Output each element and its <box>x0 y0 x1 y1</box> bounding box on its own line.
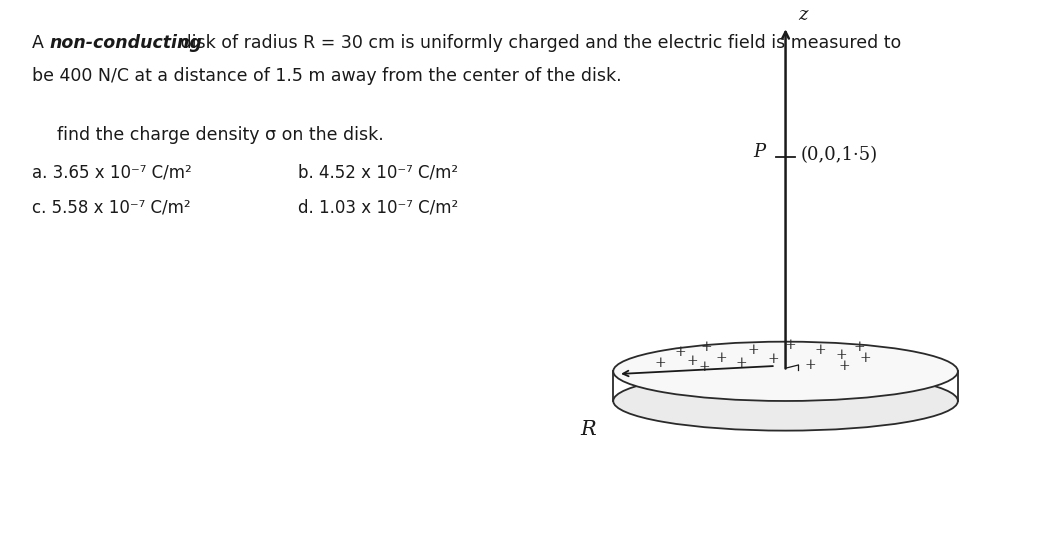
Text: +: + <box>654 356 666 370</box>
Text: R: R <box>581 420 597 439</box>
Text: +: + <box>716 351 728 365</box>
Text: b. 4.52 x 10⁻⁷ C/m²: b. 4.52 x 10⁻⁷ C/m² <box>298 164 459 182</box>
Text: +: + <box>674 346 686 359</box>
Text: d. 1.03 x 10⁻⁷ C/m²: d. 1.03 x 10⁻⁷ C/m² <box>298 199 459 217</box>
Text: (0,0,1·5): (0,0,1·5) <box>800 146 877 164</box>
Text: a. 3.65 x 10⁻⁷ C/m²: a. 3.65 x 10⁻⁷ C/m² <box>32 164 192 182</box>
Text: +: + <box>804 358 816 372</box>
Text: +: + <box>698 360 710 374</box>
Text: P: P <box>754 143 765 161</box>
Text: +: + <box>767 353 780 367</box>
Text: +: + <box>701 340 713 354</box>
Text: non-conducting: non-conducting <box>49 34 202 52</box>
Text: disk of radius R = 30 cm is uniformly charged and the electric field is measured: disk of radius R = 30 cm is uniformly ch… <box>175 34 901 52</box>
Text: +: + <box>836 348 847 362</box>
Text: +: + <box>735 356 748 370</box>
Text: be 400 N/C at a distance of 1.5 m away from the center of the disk.: be 400 N/C at a distance of 1.5 m away f… <box>32 67 622 85</box>
Text: +: + <box>815 343 826 357</box>
Text: +: + <box>839 359 850 373</box>
Text: +: + <box>748 343 759 357</box>
Text: z: z <box>799 6 808 24</box>
Text: +: + <box>784 338 797 353</box>
Ellipse shape <box>614 342 958 401</box>
Text: A: A <box>32 34 49 52</box>
Ellipse shape <box>614 371 958 431</box>
Text: +: + <box>860 351 871 365</box>
Text: +: + <box>686 353 697 368</box>
Text: find the charge density σ on the disk.: find the charge density σ on the disk. <box>57 126 383 144</box>
Text: +: + <box>853 340 865 354</box>
Text: c. 5.58 x 10⁻⁷ C/m²: c. 5.58 x 10⁻⁷ C/m² <box>32 199 191 217</box>
